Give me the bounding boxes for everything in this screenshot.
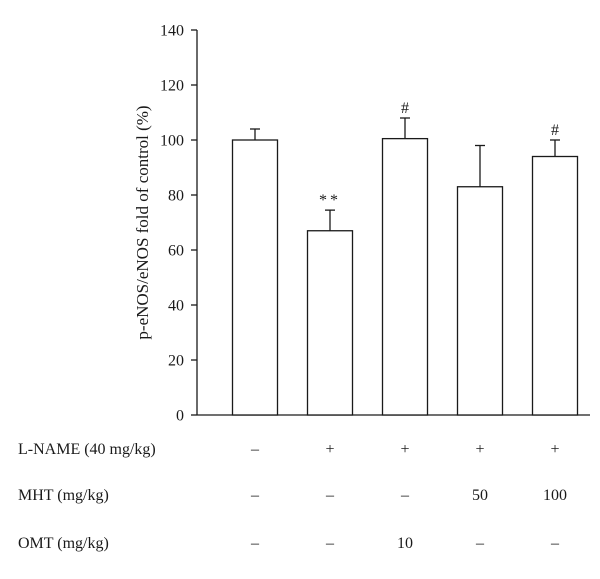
condition-cell: – [325,487,335,504]
y-tick-label: 60 [168,243,184,260]
bar-2 [306,230,354,416]
bar-4 [456,186,504,416]
condition-cell: 50 [472,487,488,504]
y-tick-label: 120 [160,78,184,95]
condition-cell: + [550,441,559,458]
bar-1 [231,139,279,416]
y-tick-label: 0 [176,408,184,425]
significance-mark-5: # [551,122,559,139]
y-axis-title: p-eNOS/eNOS fold of control (%) [133,105,152,339]
condition-cell: 100 [543,487,567,504]
condition-row-2: MHT (mg/kg) – – – 50 100 [18,487,567,504]
condition-cell: + [400,441,409,458]
condition-table: L-NAME (40 mg/kg) – + + + + MHT (mg/kg) – – – 50 10… [18,441,567,552]
y-tick-label: 100 [160,133,184,150]
condition-row-1: L-NAME (40 mg/kg) – + + + + [18,441,560,458]
condition-row-3: OMT (mg/kg) – – 10 – – [18,535,560,552]
y-ticks: 0 20 40 60 80 100 120 140 [160,23,197,425]
y-tick-label: 20 [168,353,184,370]
y-tick-label: 140 [160,23,184,40]
condition-cell: – [250,535,260,552]
condition-label: MHT (mg/kg) [18,487,109,504]
bar-5 [531,155,579,416]
condition-cell: + [475,441,484,458]
condition-label: OMT (mg/kg) [18,535,109,552]
bar-3 [381,137,429,416]
condition-cell: – [250,441,260,458]
condition-cell: + [325,441,334,458]
significance-mark-2: ** [319,192,341,209]
condition-cell: 10 [397,535,413,552]
bars-group: ** # # [231,100,579,416]
condition-cell: – [475,535,485,552]
condition-cell: – [550,535,560,552]
significance-mark-3: # [401,100,409,117]
chart-axes: 0 20 40 60 80 100 120 140 [160,23,590,425]
condition-label: L-NAME (40 mg/kg) [18,441,156,458]
condition-cell: – [250,487,260,504]
y-tick-label: 40 [168,298,184,315]
y-tick-label: 80 [168,188,184,205]
condition-cell: – [325,535,335,552]
condition-cell: – [400,487,410,504]
